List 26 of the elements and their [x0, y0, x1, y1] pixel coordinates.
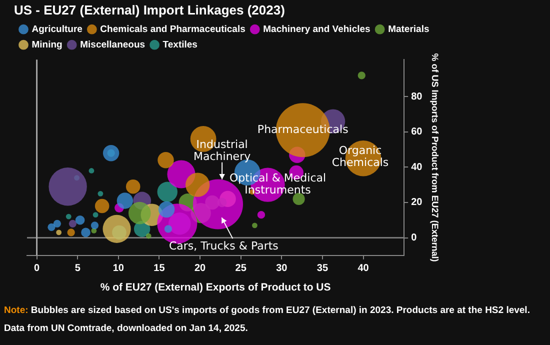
- chart-title: US - EU27 (External) Import Linkages (2023): [14, 2, 285, 18]
- text: Note: Bubbles are sized based on US's imports of goods from EU27 (External) in 2023. Products are at the HS2 level. Data from UN Comtrade, downloaded on Jan 14, 2025.: [4, 305, 530, 334]
- legend-label: Textiles: [162, 39, 198, 50]
- x-tick-label: 40: [358, 263, 370, 274]
- y-tick-label: 40: [411, 162, 423, 173]
- legend-label: Machinery and Vehicles: [263, 24, 370, 35]
- y-axis-title: % of US Imports of Product from EU27 (External): [430, 53, 440, 262]
- legend-label: Agriculture: [32, 24, 82, 35]
- x-tick-label: 0: [34, 263, 40, 274]
- x-axis-title: % of EU27 (External) Exports of Product to US: [100, 282, 331, 294]
- x-tick-label: 20: [194, 263, 206, 274]
- y-tick-label: 60: [411, 126, 423, 138]
- legend-label: Chemicals and Pharmaceuticals: [100, 24, 246, 35]
- x-tick-label: 10: [112, 263, 124, 274]
- legend-label: Miscellaneous: [80, 39, 146, 50]
- y-tick-label: 80: [411, 91, 423, 102]
- legend-label: Mining: [32, 39, 63, 50]
- annotation: Cars, Trucks & Parts: [168, 239, 279, 252]
- x-tick-label: 30: [276, 263, 288, 274]
- y-tick-label: 0: [411, 232, 418, 244]
- x-tick-label: 15: [154, 263, 166, 274]
- x-tick-label: 25: [235, 263, 247, 274]
- legend-label: Materials: [388, 24, 430, 35]
- y-tick-label: 20: [411, 197, 423, 208]
- x-tick-label: 35: [316, 263, 328, 274]
- x-tick-label: 5: [74, 263, 81, 274]
